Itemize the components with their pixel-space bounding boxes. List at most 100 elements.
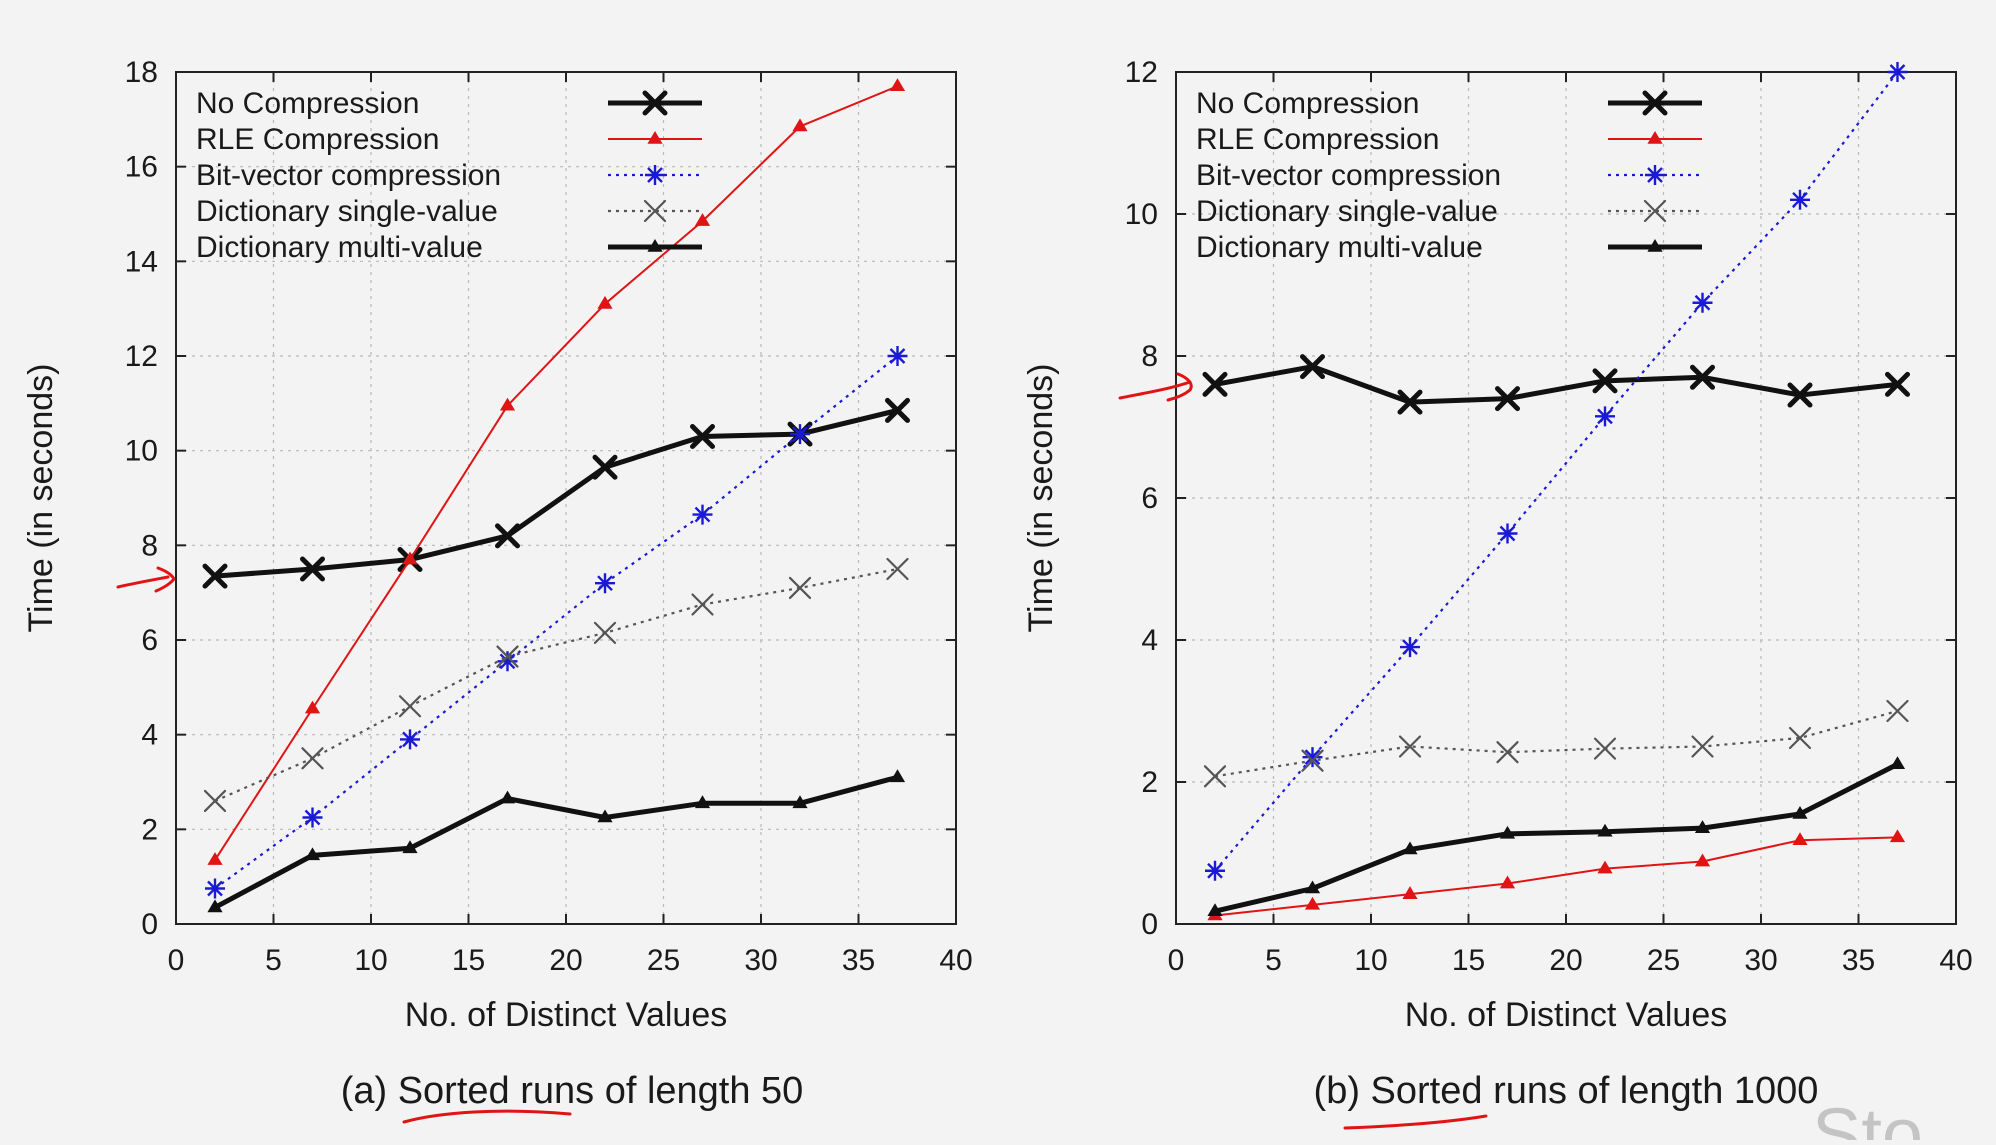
grid-b [1176, 72, 1956, 924]
y-tick-label: 2 [1141, 766, 1158, 799]
caption-suffix-a: of length 50 [594, 1070, 803, 1112]
data-point-dictionary-multi-value [1304, 880, 1321, 894]
x-tick-label: 0 [168, 944, 185, 977]
data-point-rle-compression [1304, 896, 1321, 910]
x-tick-label: 35 [842, 944, 875, 977]
y-tick-label: 12 [1125, 56, 1158, 89]
chart-panel-a: 0 5 10 15 20 25 30 35 40 0 2 4 6 8 10 12 14 16 18 No Compr… [22, 56, 973, 1112]
legend-marker-dictionary-multi-value [647, 239, 663, 252]
data-point-dictionary-single-value [1886, 699, 1909, 723]
legend-marker-dictionary-single-value [643, 199, 667, 223]
data-point-bit-vector-compression [1595, 406, 1615, 427]
data-point-bit-vector-compression [1205, 860, 1225, 881]
y-tick-label: 8 [1141, 340, 1158, 373]
data-point-bit-vector-compression [887, 346, 908, 366]
annotation-arrow-b [1118, 372, 1193, 402]
y-tick-label: 8 [141, 529, 158, 562]
legend-label-dictionary-multi-value: Dictionary multi-value [1196, 231, 1483, 264]
data-point-dictionary-single-value [1496, 741, 1519, 764]
ticks-b: 0 5 10 15 20 25 30 35 40 0 2 4 6 8 10 12 [1125, 56, 1973, 977]
data-point-bit-vector-compression [1887, 62, 1908, 82]
data-point-rle-compression [304, 700, 321, 714]
legend-label-no-compression: No Compression [196, 87, 419, 120]
y-tick-label: 6 [141, 624, 158, 657]
data-point-dictionary-multi-value [889, 769, 906, 783]
legend-label-rle-compression: RLE Compression [196, 123, 439, 156]
data-point-no-compression [202, 563, 228, 589]
data-point-dictionary-multi-value [1694, 820, 1711, 833]
data-point-rle-compression [1792, 832, 1808, 846]
y-tick-label: 6 [1141, 482, 1158, 515]
data-point-no-compression [1397, 389, 1423, 415]
data-point-no-compression [690, 423, 715, 449]
data-point-rle-compression [1694, 853, 1711, 867]
data-point-no-compression [1495, 386, 1520, 412]
x-tick-label: 25 [1647, 944, 1680, 977]
x-tick-label: 0 [1168, 944, 1185, 977]
data-point-bit-vector-compression [1790, 189, 1810, 210]
annotation-arrow-a [116, 566, 176, 593]
legend-label-dictionary-single-value: Dictionary single-value [1196, 195, 1498, 228]
data-point-dictionary-multi-value [207, 899, 223, 913]
series-line-no-compression [1214, 364, 1898, 405]
data-point-dictionary-multi-value [499, 790, 516, 804]
data-point-no-compression [1885, 371, 1910, 397]
data-point-dictionary-single-value [1691, 735, 1714, 758]
legend-label-rle-compression: RLE Compression [1196, 123, 1439, 156]
caption-underlined-a: Sorted runs [398, 1070, 594, 1112]
data-point-rle-compression [597, 295, 613, 309]
y-tick-label: 10 [1125, 198, 1158, 231]
data-point-bit-vector-compression [595, 573, 615, 594]
x-tick-label: 30 [1744, 944, 1777, 977]
data-point-rle-compression [499, 397, 516, 411]
series-no-compression [1202, 354, 1910, 415]
data-point-dictionary-single-value [496, 645, 519, 668]
series-dictionary-multi-value [207, 769, 906, 913]
data-point-bit-vector-compression [692, 504, 713, 525]
data-point-bit-vector-compression [400, 729, 420, 750]
data-point-dictionary-single-value [1301, 749, 1324, 772]
data-point-rle-compression [1889, 829, 1906, 843]
data-point-bit-vector-compression [1400, 637, 1420, 658]
y-tick-label: 14 [125, 245, 158, 278]
data-point-dictionary-multi-value [402, 840, 418, 854]
data-point-no-compression [1690, 364, 1715, 390]
data-point-dictionary-multi-value [597, 809, 613, 823]
data-point-bit-vector-compression [302, 807, 323, 828]
y-tick-label: 10 [125, 435, 158, 468]
x-tick-label: 10 [1354, 944, 1387, 977]
data-point-no-compression [495, 523, 520, 549]
data-point-no-compression [885, 397, 910, 423]
series-no-compression [202, 397, 910, 589]
y-axis-title-a: Time (in seconds) [22, 364, 60, 633]
series-line-rle-compression [214, 85, 898, 861]
data-point-rle-compression [207, 852, 223, 865]
data-point-rle-compression [694, 213, 711, 226]
y-tick-label: 2 [141, 813, 158, 846]
data-point-bit-vector-compression [790, 424, 810, 445]
data-point-dictionary-single-value [301, 747, 324, 770]
series-line-no-compression [214, 408, 899, 579]
panel-caption-b: (b) Sorted runs of length 1000 [1314, 1070, 1819, 1112]
data-point-bit-vector-compression [1497, 523, 1518, 544]
data-point-rle-compression [1402, 886, 1418, 899]
data-point-bit-vector-compression [205, 878, 225, 899]
x-tick-label: 15 [452, 944, 485, 977]
y-tick-label: 18 [125, 56, 158, 89]
x-tick-label: 40 [939, 944, 972, 977]
data-point-bit-vector-compression [497, 651, 518, 672]
x-tick-label: 5 [265, 944, 282, 977]
data-point-dictionary-single-value [203, 789, 227, 813]
series-line-bit-vector-compression [1214, 71, 1899, 872]
x-axis-title-b: No. of Distinct Values [1405, 996, 1728, 1034]
series-rle-compression [207, 78, 906, 865]
chart-panel-b: 0 5 10 15 20 25 30 35 40 0 2 4 6 8 10 12 No Compression… [1022, 56, 1973, 1112]
x-tick-label: 30 [744, 944, 777, 977]
data-point-dictionary-multi-value [304, 847, 321, 861]
x-tick-label: 35 [1842, 944, 1875, 977]
legend-label-dictionary-single-value: Dictionary single-value [196, 195, 498, 228]
data-point-bit-vector-compression [1302, 747, 1323, 768]
